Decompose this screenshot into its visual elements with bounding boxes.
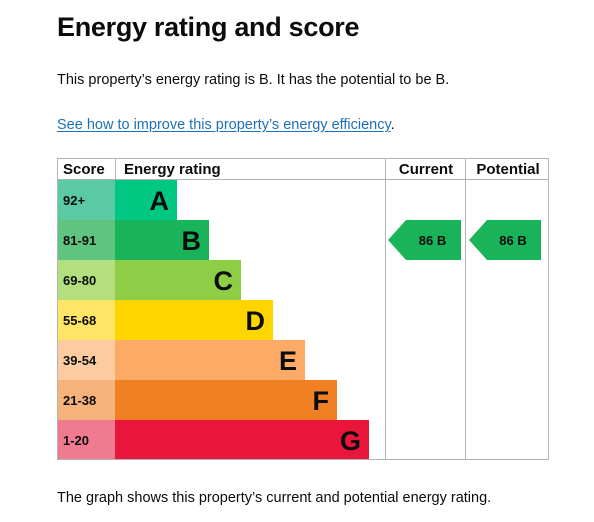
score-cell-f [57,380,115,420]
header-score: Score [63,161,105,178]
rating-bar-c [115,260,241,300]
link-suffix: . [390,117,395,133]
energy-rating-chart: 92+ A 81-91 B 69-80 C 55-68 D 39-54 E 21-38 F 1-20 G S… [57,158,549,460]
header-energy-rating: Energy rating [124,161,221,178]
score-range-d: 55-68 [63,313,96,328]
graph-description: The graph shows this property’s current … [57,490,492,506]
current-rating-label: 86 B [419,233,446,248]
score-range-c: 69-80 [63,273,96,288]
score-range-f: 21-38 [63,393,96,408]
score-cell-d [57,300,115,340]
score-cell-c [57,260,115,300]
band-letter-d: D [246,306,266,336]
potential-rating-label: 86 B [499,233,526,248]
rating-bar-b [115,220,209,260]
band-letter-g: G [340,426,361,456]
score-cell-g [57,420,115,460]
potential-rating-arrow [469,220,541,260]
score-range-e: 39-54 [63,353,97,368]
page-title: Energy rating and score [57,12,360,42]
header-current: Current [399,161,453,178]
score-range-g: 1-20 [63,433,89,448]
score-cell-e [57,340,115,380]
rating-bar-d [115,300,273,340]
rating-bar-a [115,180,177,220]
improve-link-line: See how to improve this property’s energ… [57,117,395,133]
improve-energy-link[interactable]: See how to improve this property’s energ… [57,117,391,133]
header-potential: Potential [476,161,539,178]
rating-bar-g [115,420,369,460]
energy-rating-graph: 92+ A 81-91 B 69-80 C 55-68 D 39-54 E 21-38 F 1-20 G S… [57,158,549,460]
rating-bar-e [115,340,305,380]
score-range-b: 81-91 [63,233,96,248]
band-letter-a: A [150,186,170,216]
rating-bar-f [115,380,337,420]
band-letter-b: B [182,226,202,256]
band-letter-f: F [313,386,330,416]
score-cell-b [57,220,115,260]
rating-summary: This property’s energy rating is B. It h… [57,72,450,88]
current-rating-arrow [388,220,461,260]
band-letter-c: C [214,266,234,296]
score-cell-a [57,180,115,220]
band-letter-e: E [279,346,297,376]
score-range-a: 92+ [63,193,85,208]
